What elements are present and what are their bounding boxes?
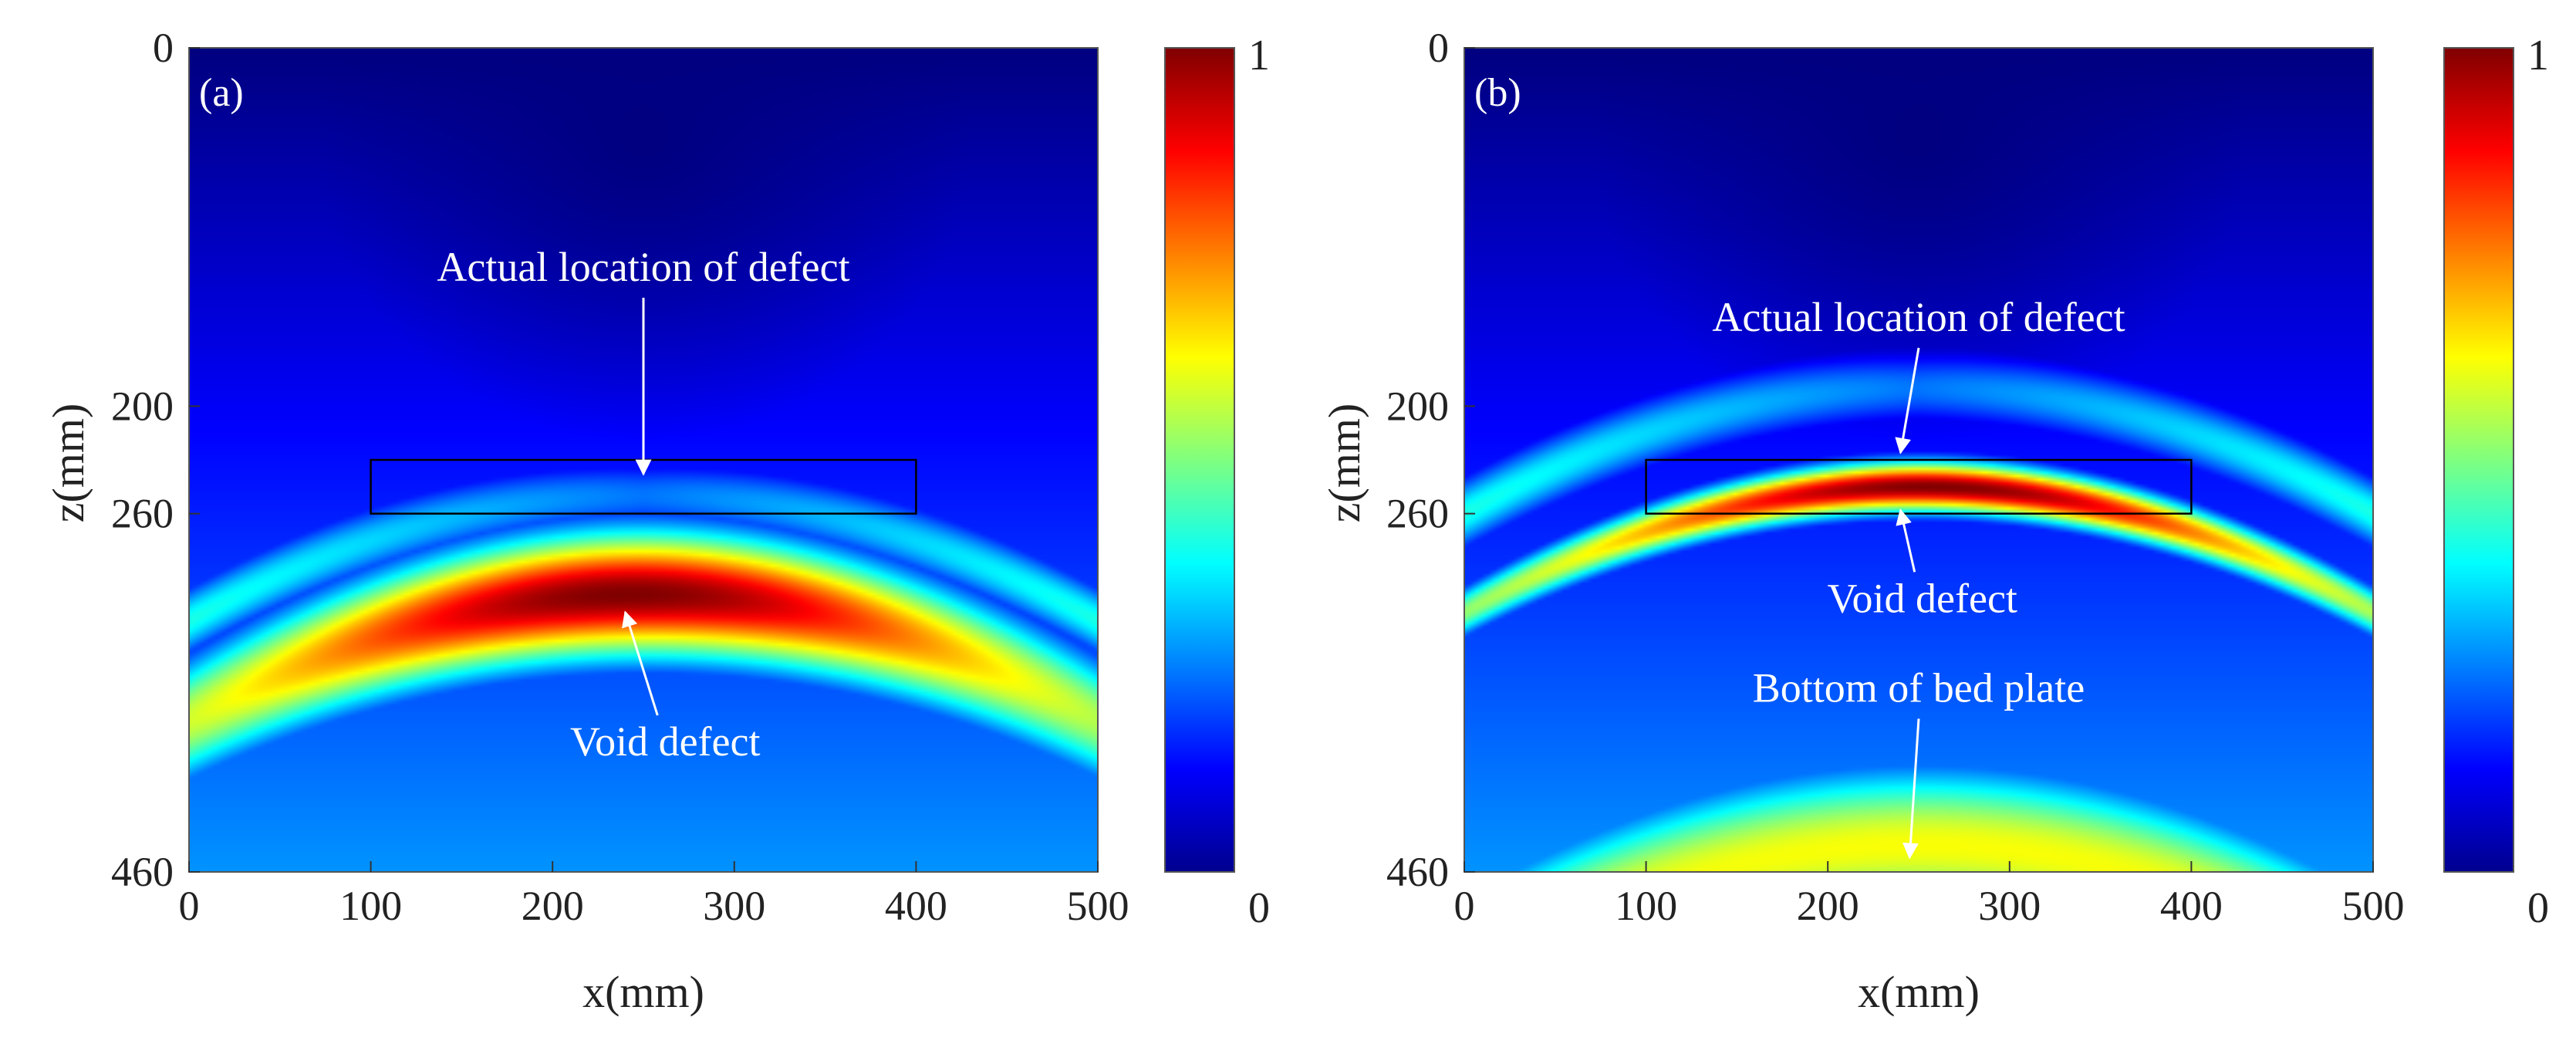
annotation-arrow <box>622 610 659 716</box>
colorbar <box>1164 47 1235 873</box>
annotation-arrow <box>1895 347 1920 454</box>
x-tick-label: 500 <box>1067 883 1129 929</box>
annotation-label: Void defect <box>570 718 760 765</box>
colorbar-min-label: 0 <box>1248 884 1270 932</box>
annotations: Actual location of defect Void defect <box>437 244 849 765</box>
annotation-arrow <box>1896 508 1916 573</box>
panel-label: (a) <box>199 71 244 115</box>
plot-frame <box>188 47 1099 873</box>
y-tick-label: 200 <box>111 383 174 429</box>
y-tick-label: 260 <box>111 491 174 537</box>
panel-a: (a) Actual location of defect Void defect… <box>43 25 1270 1017</box>
x-tick-label: 200 <box>1797 883 1859 929</box>
plot-frame <box>1464 47 2374 873</box>
x-tick-label: 200 <box>522 883 584 929</box>
defect-box <box>1645 458 2193 515</box>
x-tick-label: 400 <box>2160 883 2223 929</box>
y-tick-label: 0 <box>153 25 174 71</box>
x-tick-label: 0 <box>1454 883 1475 929</box>
x-tick-label: 100 <box>339 883 402 929</box>
annotations: Actual location of defect Void defect Bott… <box>1712 294 2125 860</box>
x-axis: 0 100 200 300 400 500 <box>179 861 1129 929</box>
annotation-label: Actual location of defect <box>437 244 849 290</box>
panel-b: (b) Actual location of defect Void defect… <box>1319 25 2549 1017</box>
x-axis-label: x(mm) <box>582 967 704 1017</box>
colorbar-min-label: 0 <box>2527 884 2549 932</box>
y-axis-label: z(mm) <box>43 404 93 523</box>
y-tick-label: 0 <box>1428 25 1449 71</box>
y-axis-label: z(mm) <box>1319 404 1369 523</box>
annotation-arrow <box>1902 718 1920 860</box>
panel-label: (b) <box>1474 71 1521 115</box>
y-tick-label: 260 <box>1386 491 1449 537</box>
x-tick-label: 0 <box>179 883 200 929</box>
colorbar-max-label: 1 <box>1248 32 1270 79</box>
x-tick-label: 300 <box>1978 883 2041 929</box>
y-tick-label: 460 <box>1386 849 1449 895</box>
annotation-label: Void defect <box>1827 575 2017 621</box>
x-tick-label: 500 <box>2342 883 2405 929</box>
y-axis: 0 200 260 460 <box>1386 25 1475 895</box>
y-tick-label: 200 <box>1386 383 1449 429</box>
x-axis-label: x(mm) <box>1858 967 1980 1017</box>
x-axis: 0 100 200 300 400 500 <box>1454 861 2405 929</box>
x-tick-label: 400 <box>885 883 947 929</box>
x-tick-label: 100 <box>1615 883 1677 929</box>
y-axis: 0 200 260 460 <box>111 25 200 895</box>
colorbar <box>2443 47 2514 873</box>
y-tick-label: 460 <box>111 849 174 895</box>
colorbar-max-label: 1 <box>2527 32 2549 79</box>
annotation-label: Bottom of bed plate <box>1753 664 2085 711</box>
x-tick-label: 300 <box>703 883 765 929</box>
annotation-label: Actual location of defect <box>1712 294 2125 340</box>
